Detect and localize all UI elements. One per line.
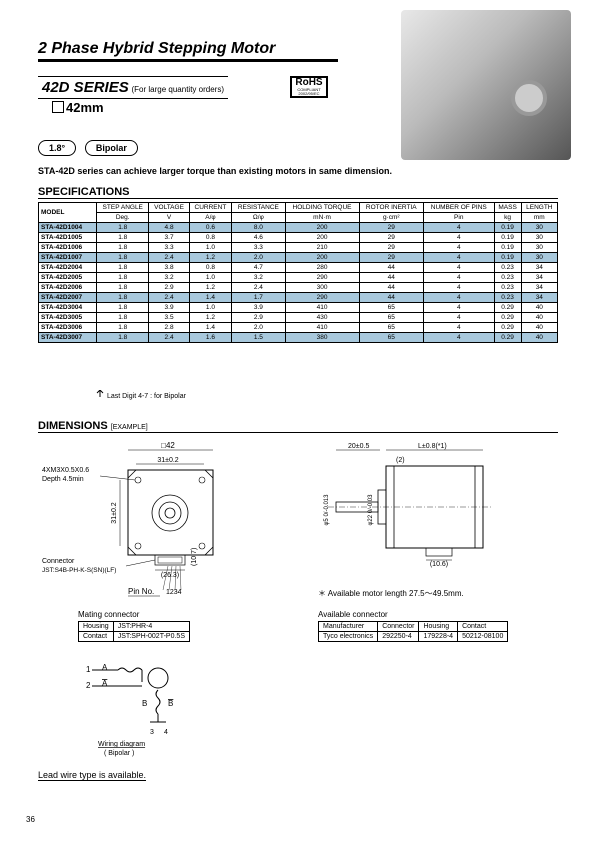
series-row: 42D SERIES (For large quantity orders) [38, 76, 228, 99]
ar1: 292250-4 [378, 632, 419, 642]
svg-text:(2): (2) [396, 457, 405, 464]
table-row: STA-42D30061.82.81.42.04106540.2940 [39, 323, 558, 333]
series-name: 42D SERIES [42, 79, 129, 96]
svg-text:φ22 0/-0.03: φ22 0/-0.03 [368, 494, 374, 526]
ah3: Contact [458, 622, 508, 632]
table-row: STA-42D10071.82.41.22.02002940.1930 [39, 253, 558, 263]
svg-text:31±0.2: 31±0.2 [111, 502, 118, 523]
mating-label: Mating connector [78, 610, 139, 619]
svg-text:3: 3 [150, 729, 154, 736]
mating-c0: Contact [79, 632, 114, 642]
ah0: Manufacturer [319, 622, 378, 632]
dim-heading-text: DIMENSIONS [38, 420, 108, 432]
svg-text:1234: 1234 [166, 589, 182, 596]
chips: 1.8° Bipolar [38, 140, 144, 156]
svg-text:4XM3X0.5X0.6: 4XM3X0.5X0.6 [42, 467, 89, 474]
mating-table: HousingJST:PHR-4 ContactJST:SPH-002T-P0.… [78, 621, 190, 642]
title-bar: 2 Phase Hybrid Stepping Motor [38, 40, 338, 62]
spec-table: MODELSTEP ANGLEVOLTAGECURRENTRESISTANCEH… [38, 202, 558, 343]
spec-heading: SPECIFICATIONS [38, 186, 558, 199]
page-number: 36 [26, 815, 35, 824]
table-row: STA-42D30041.83.91.03.94106540.2940 [39, 303, 558, 313]
svg-text:20±0.5: 20±0.5 [348, 443, 369, 450]
table-row: STA-42D10061.83.31.03.32102940.1930 [39, 243, 558, 253]
svg-text:A: A [102, 679, 108, 688]
svg-text:□42: □42 [161, 441, 175, 450]
svg-text:Connector: Connector [42, 558, 75, 565]
page-title: 2 Phase Hybrid Stepping Motor [38, 40, 275, 57]
dim-heading: DIMENSIONS [EXAMPLE] [38, 420, 558, 433]
svg-text:A: A [102, 663, 108, 672]
mating-h1: JST:PHR-4 [113, 622, 189, 632]
table-row: STA-42D20041.83.80.84.72804440.2334 [39, 263, 558, 273]
ah2: Housing [419, 622, 458, 632]
svg-text:(26.3): (26.3) [161, 572, 179, 579]
svg-text:31±0.2: 31±0.2 [157, 457, 178, 464]
lead-note: Lead wire type is available. [38, 770, 146, 781]
ah1: Connector [378, 622, 419, 632]
series-note: (For large quantity orders) [132, 85, 224, 94]
ar3: 50212-08100 [458, 632, 508, 642]
svg-text:( Bipolar ): ( Bipolar ) [104, 750, 134, 757]
dim-sub: [EXAMPLE] [111, 424, 148, 431]
svg-text:φ5 0/-0.013: φ5 0/-0.013 [324, 494, 330, 526]
arrow-icon [95, 390, 105, 400]
svg-text:B: B [168, 699, 173, 708]
table-row: STA-42D10051.83.70.84.62002940.1930 [39, 233, 558, 243]
svg-text:(10.6): (10.6) [430, 561, 448, 568]
motor-photo [401, 10, 571, 160]
svg-text:B: B [142, 699, 147, 708]
svg-text:L±0.8(*1): L±0.8(*1) [418, 443, 447, 450]
svg-text:Wiring diagram: Wiring diagram [98, 741, 145, 748]
rohs-small: COMPLIANT 2002/95/EC [292, 88, 326, 96]
svg-text:4: 4 [164, 729, 168, 736]
table-row: STA-42D20051.83.21.03.22904440.2334 [39, 273, 558, 283]
spec-thead: MODELSTEP ANGLEVOLTAGECURRENTRESISTANCEH… [39, 203, 558, 223]
table-row: STA-42D10041.84.80.68.02002940.1930 [39, 223, 558, 233]
table-row: STA-42D30051.83.51.22.94306540.2940 [39, 313, 558, 323]
table-row: STA-42D20061.82.91.22.43004440.2334 [39, 283, 558, 293]
intro-text: STA-42D series can achieve larger torque… [38, 166, 392, 176]
size-text: 42mm [66, 100, 104, 115]
table-row: STA-42D30071.82.41.61.53806540.2940 [39, 333, 558, 343]
svg-text:Depth 4.5min: Depth 4.5min [42, 476, 84, 483]
avail-table: Manufacturer Connector Housing Contact T… [318, 621, 508, 642]
svg-text:(10.7): (10.7) [191, 548, 198, 566]
rohs-badge: RoHS COMPLIANT 2002/95/EC [290, 76, 328, 98]
ar0: Tyco electronics [319, 632, 378, 642]
avail-label: Available connector [318, 610, 388, 619]
chip-angle: 1.8° [38, 140, 76, 156]
mating-h0: Housing [79, 622, 114, 632]
svg-text:1: 1 [86, 665, 91, 674]
size-row: 42mm [52, 100, 104, 115]
spec-tbody: STA-42D10041.84.80.68.02002940.1930STA-4… [39, 223, 558, 343]
front-view-svg: □42 31±0.2 31±0.2 4XM3X0.5X0.6 Depth 4.5… [38, 438, 308, 638]
side-view-svg: 20±0.5 L±0.8(*1) (2) φ5 0/-0.013 φ22 0/-… [318, 438, 558, 578]
note-arrow-text: Last Digit 4-7 : for Bipolar [107, 393, 186, 400]
note-arrow: Last Digit 4-7 : for Bipolar [95, 390, 186, 400]
avail-note: ＊ Available motor length 27.5～49.5mm. [318, 588, 464, 599]
mating-c1: JST:SPH-002T-P0.5S [113, 632, 189, 642]
ar2: 179228-4 [419, 632, 458, 642]
chip-bipolar: Bipolar [85, 140, 138, 156]
square-icon [52, 101, 64, 113]
svg-text:JST:S4B-PH-K-S(SN)(LF): JST:S4B-PH-K-S(SN)(LF) [42, 567, 116, 574]
svg-text:2: 2 [86, 681, 91, 690]
table-row: STA-42D20071.82.41.41.72904440.2334 [39, 293, 558, 303]
wiring-svg: 1 A 2 A B B 3 4 Wiring diagram ( Bipolar… [78, 658, 208, 758]
dim-area: □42 31±0.2 31±0.2 4XM3X0.5X0.6 Depth 4.5… [38, 438, 558, 758]
svg-text:Pin No.: Pin No. [128, 587, 154, 596]
